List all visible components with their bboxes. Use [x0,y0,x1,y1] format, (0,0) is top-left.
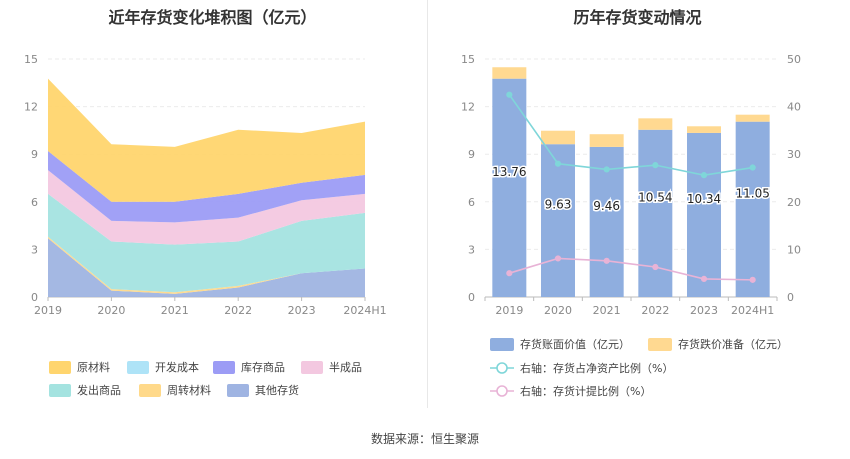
right-x-tick-label: 2024H1 [731,304,774,317]
bar-book-value [735,121,770,297]
left-legend-label: 开发成本 [155,360,199,374]
left-x-tick-label: 2021 [161,304,189,317]
bar-value-label: 13.76 [492,165,526,179]
point-inventory-to-net-assets [554,160,562,167]
chart-divider [427,0,428,408]
area-库存商品 [48,151,365,223]
point-provision-ratio [700,275,708,283]
left-legend-swatch [213,361,235,374]
area-半成品 [48,170,365,245]
right-x-tick-label: 2023 [690,304,718,317]
bar-value-label: 10.34 [687,192,721,206]
point-inventory-to-net-assets [652,162,659,169]
bar-value-label: 9.46 [593,199,620,213]
left-y-tick-label: 3 [31,243,38,256]
point-provision-ratio [603,257,610,264]
bar-book-value [687,132,721,297]
bar-value-label: 11.05 [735,186,769,200]
right-x-tick-label: 2020 [544,304,572,317]
point-provision-ratio [652,263,659,271]
bar-value-label: 9.63 [545,198,572,212]
left-y-tick-label: 0 [31,291,38,304]
right-legend-label-impairment: 存货跌价准备（亿元） [678,337,788,351]
left-legend-label: 发出商品 [77,383,121,397]
right-legend-marker-provision [496,385,508,397]
left-legend-label: 库存商品 [241,360,285,374]
left-legend-swatch [227,384,249,397]
right-legend-label-ratio: 右轴：存货占净资产比例（%） [520,361,673,375]
bar-impairment [541,130,575,145]
right-x-tick-label: 2021 [593,304,621,317]
left-y-tick-label: 9 [31,148,38,161]
right-y-right-tick-label: 50 [787,53,801,66]
bar-impairment [492,67,527,79]
point-inventory-to-net-assets [506,91,513,98]
bar-impairment [589,134,624,147]
bar-impairment [735,114,770,122]
bar-value-label: 10.54 [638,190,672,204]
point-inventory-to-net-assets [603,166,610,173]
right-x-tick-label: 2019 [495,304,523,317]
right-y-right-tick-label: 40 [787,101,801,114]
right-legend-label-book: 存货账面价值（亿元） [520,337,630,351]
point-provision-ratio [749,276,756,283]
left-legend-swatch [49,361,71,374]
area-其他存货 [48,238,365,297]
right-legend-label-provision: 右轴：存货计提比例（%） [520,384,651,398]
left-y-tick-label: 15 [24,53,38,66]
right-y-left-tick-label: 9 [468,148,475,161]
right-y-right-tick-label: 0 [787,291,794,304]
right-y-right-tick-label: 10 [787,243,801,256]
point-inventory-to-net-assets [700,172,708,179]
point-provision-ratio [554,255,562,262]
right-y-right-tick-label: 30 [787,148,801,161]
left-legend-swatch [49,384,71,397]
data-source: 数据来源：恒生聚源 [370,432,479,446]
right-y-right-tick-label: 20 [787,196,801,209]
right-legend-marker-ratio [496,362,508,374]
bar-book-value [638,129,673,297]
bar-impairment [687,126,721,133]
left-legend-label: 周转材料 [167,383,211,397]
left-x-tick-label: 2024H1 [343,304,386,317]
left-legend-label: 原材料 [77,360,110,374]
left-x-tick-label: 2022 [224,304,252,317]
right-x-tick-label: 2022 [641,304,669,317]
left-chart-title: 近年存货变化堆积图（亿元） [108,8,317,27]
line-inventory-to-net-assets [508,94,753,176]
left-x-tick-label: 2020 [97,304,125,317]
line-provision-ratio [509,257,753,281]
right-y-left-tick-label: 15 [461,53,475,66]
left-legend-swatch [127,361,149,374]
left-legend-label: 其他存货 [255,383,299,397]
point-provision-ratio [506,270,513,277]
right-y-left-tick-label: 0 [468,291,475,304]
right-y-left-tick-label: 3 [468,243,475,256]
bar-book-value [541,144,575,297]
left-legend-swatch [139,384,161,397]
left-y-tick-label: 6 [31,196,38,209]
bar-impairment [638,118,673,130]
left-legend-label: 半成品 [329,360,362,374]
left-y-tick-label: 12 [24,101,38,114]
right-y-left-tick-label: 12 [461,101,475,114]
bar-book-value [492,78,527,297]
right-chart-title: 历年存货变动情况 [573,8,702,27]
right-legend-swatch-book [490,338,514,351]
left-x-tick-label: 2023 [288,304,316,317]
right-y-left-tick-label: 6 [468,196,475,209]
right-legend-swatch-impairment [648,338,672,351]
area-原材料 [48,78,365,202]
left-legend-swatch [301,361,323,374]
point-inventory-to-net-assets [749,164,756,171]
left-x-tick-label: 2019 [34,304,62,317]
